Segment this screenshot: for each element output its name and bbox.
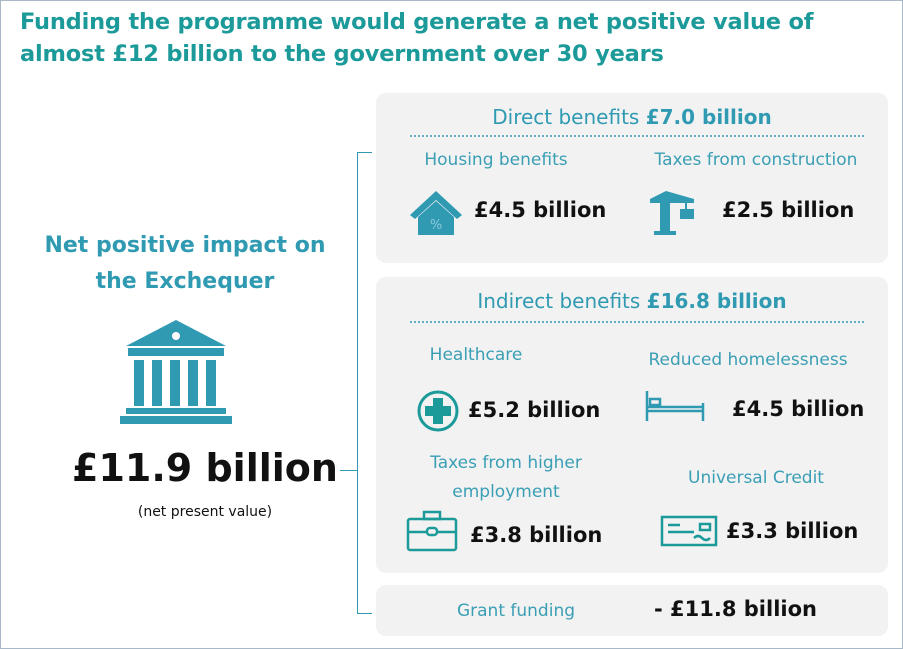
net-total: £11.9 billion <box>72 446 338 490</box>
divider <box>410 135 864 137</box>
housing-benefits-value: £4.5 billion <box>474 198 607 222</box>
net-present-value-note: (net present value) <box>137 504 273 520</box>
direct-benefits-amount: £7.0 billion <box>645 105 772 129</box>
direct-benefits-box: Direct benefits £7.0 billion Housing ben… <box>376 93 888 263</box>
housing-benefits-label: Housing benefits <box>424 150 568 170</box>
reduced-homelessness-value: £4.5 billion <box>732 397 865 421</box>
taxes-construction-label: Taxes from construction <box>654 150 858 170</box>
page-title: Funding the programme would generate a n… <box>20 9 814 67</box>
taxes-employment-label: Taxes from higher employment <box>430 453 582 502</box>
grant-funding-value: - £11.8 billion <box>654 597 817 621</box>
bank-icon <box>120 320 232 424</box>
universal-credit-value: £3.3 billion <box>726 519 859 543</box>
medical-cross-icon <box>417 390 459 432</box>
svg-text:%: % <box>430 218 442 233</box>
healthcare-value: £5.2 billion <box>468 398 601 422</box>
healthcare-label: Healthcare <box>429 345 523 365</box>
indirect-benefits-label: Indirect benefits <box>477 289 641 313</box>
bed-icon <box>645 391 705 421</box>
summary-heading: Net positive impact on the Exchequer <box>44 233 326 294</box>
indirect-benefits-amount: £16.8 billion <box>646 289 787 313</box>
crane-icon <box>650 191 694 235</box>
universal-credit-label: Universal Credit <box>688 468 824 488</box>
briefcase-icon <box>406 510 458 552</box>
taxes-construction-value: £2.5 billion <box>722 198 855 222</box>
reduced-homelessness-label: Reduced homelessness <box>648 350 848 370</box>
direct-benefits-label: Direct benefits <box>492 105 640 129</box>
taxes-employment-value: £3.8 billion <box>470 523 603 547</box>
cheque-icon <box>660 515 718 547</box>
bracket <box>357 152 372 614</box>
grant-funding-label: Grant funding <box>456 601 576 621</box>
divider <box>410 321 864 323</box>
indirect-benefits-heading: Indirect benefits £16.8 billion <box>376 289 888 313</box>
direct-benefits-heading: Direct benefits £7.0 billion <box>376 105 888 129</box>
house-percent-icon: % <box>410 191 462 235</box>
indirect-benefits-box: Indirect benefits £16.8 billion Healthca… <box>376 277 888 573</box>
grant-funding-box: Grant funding - £11.8 billion <box>376 585 888 636</box>
connector <box>340 470 358 471</box>
